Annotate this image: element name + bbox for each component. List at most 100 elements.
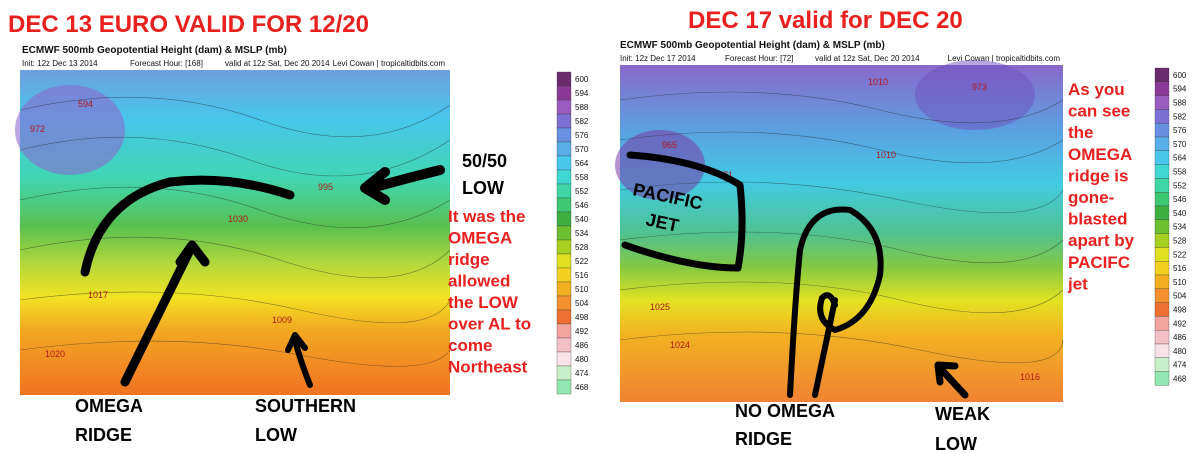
note-line: can see bbox=[1068, 102, 1130, 121]
panel-title: DEC 13 EURO VALID FOR 12/20 bbox=[8, 11, 369, 38]
colorbar-label: 600 bbox=[575, 75, 589, 84]
colorbar-label: 504 bbox=[1173, 292, 1187, 301]
pressure-label: 1010 bbox=[876, 150, 896, 160]
colorbar-label: 516 bbox=[575, 271, 589, 280]
contours bbox=[619, 91, 1064, 364]
colorbar-label: 564 bbox=[575, 159, 589, 168]
note-line: come bbox=[448, 336, 492, 355]
note-line: gone- bbox=[1068, 188, 1114, 207]
note-line: It was the bbox=[448, 207, 525, 226]
colorbar-swatch bbox=[1154, 178, 1170, 193]
pressure-label: 972 bbox=[30, 124, 45, 134]
colorbar-label: 594 bbox=[575, 89, 589, 98]
annotation: OMEGA bbox=[75, 396, 143, 416]
colorbar-label: 516 bbox=[1173, 264, 1187, 273]
colorbar-label: 546 bbox=[1173, 195, 1187, 204]
annotation: WEAK bbox=[935, 404, 990, 424]
colorbar-label: 588 bbox=[575, 103, 589, 112]
colorbar-swatch bbox=[1154, 81, 1170, 96]
colorbar-swatch bbox=[556, 323, 572, 339]
colorbar-swatch bbox=[1154, 288, 1170, 303]
colorbar-swatch bbox=[1154, 357, 1170, 372]
valid: valid at 12z Sat, Dec 20 2014 bbox=[815, 54, 920, 63]
ridge-circle bbox=[787, 206, 884, 398]
colorbar-label: 486 bbox=[1173, 333, 1187, 342]
note-line: apart by bbox=[1068, 231, 1135, 250]
colorbar-swatch bbox=[556, 169, 572, 185]
pressure-label: 973 bbox=[972, 82, 987, 92]
pressure-label: 594 bbox=[78, 99, 93, 109]
colorbar-label: 588 bbox=[1173, 99, 1187, 108]
colorbar-label: 492 bbox=[1173, 319, 1187, 328]
colorbar-swatch bbox=[556, 225, 572, 241]
annotation: LOW bbox=[255, 425, 297, 445]
colorbar-swatch bbox=[556, 309, 572, 325]
colorbar-label: 480 bbox=[1173, 347, 1187, 356]
map-title: ECMWF 500mb Geopotential Height (dam) & … bbox=[22, 45, 287, 56]
note-line: OMEGA bbox=[448, 229, 512, 248]
colorbar-label: 492 bbox=[575, 327, 589, 336]
colorbar-swatch bbox=[1154, 302, 1170, 317]
colorbar-label: 558 bbox=[1173, 168, 1187, 177]
pressure-label: 965 bbox=[662, 140, 677, 150]
colorbar-label: 510 bbox=[1173, 278, 1187, 287]
colorbar-swatch bbox=[1154, 95, 1170, 110]
panel-title: DEC 17 valid for DEC 20 bbox=[688, 7, 963, 34]
colorbar-label: 522 bbox=[1173, 250, 1187, 259]
colorbar-swatch bbox=[1154, 261, 1170, 276]
ridge-arrow bbox=[80, 175, 295, 387]
colorbar-label: 570 bbox=[1173, 140, 1187, 149]
colorbar-swatch bbox=[1154, 330, 1170, 345]
pressure-label: 1030 bbox=[228, 214, 248, 224]
colorbar-label: 498 bbox=[1173, 306, 1187, 315]
colorbar-label: 498 bbox=[575, 313, 589, 322]
init: Init: 12z Dec 17 2014 bbox=[620, 54, 696, 63]
note-line: OMEGA bbox=[1068, 145, 1132, 164]
colorbar-swatch bbox=[1154, 205, 1170, 220]
colorbar-label: 522 bbox=[575, 257, 589, 266]
colorbar-label: 540 bbox=[575, 215, 589, 224]
note-line: blasted bbox=[1068, 210, 1128, 229]
pressure-label: 1024 bbox=[670, 340, 690, 350]
colorbar-label: 528 bbox=[575, 243, 589, 252]
colorbar-swatch bbox=[556, 253, 572, 269]
annotation: LOW bbox=[462, 178, 504, 198]
colorbar-swatch bbox=[556, 197, 572, 213]
note-line: ridge bbox=[448, 250, 490, 269]
colorbar-label: 582 bbox=[575, 117, 589, 126]
annotation: LOW bbox=[935, 434, 977, 453]
annotation: 50/50 bbox=[462, 151, 507, 171]
colorbar-label: 582 bbox=[1173, 112, 1187, 121]
colorbar-swatch bbox=[1154, 164, 1170, 179]
valid: valid at 12z Sat, Dec 20 2014 bbox=[225, 59, 330, 68]
colorbar-swatch bbox=[556, 239, 572, 255]
colorbar-swatch bbox=[556, 379, 572, 395]
pressure-label: 1010 bbox=[868, 77, 888, 87]
low-arrow bbox=[285, 332, 313, 388]
colorbar-swatch bbox=[1154, 109, 1170, 124]
colorbar-swatch bbox=[556, 127, 572, 143]
note: As you can see the OMEGA ridge is gone-blaste… bbox=[1067, 80, 1135, 293]
left-panel: DEC 13 EURO VALID FOR 12/20 ECMWF 500mb … bbox=[8, 11, 589, 445]
colorbar-swatch bbox=[556, 113, 572, 129]
fifty-arrow bbox=[360, 165, 445, 205]
colorbar-label: 510 bbox=[575, 285, 589, 294]
forecast-hour: Forecast Hour: [72] bbox=[725, 54, 793, 63]
pressure-label: 1016 bbox=[1020, 372, 1040, 382]
colorbar-swatch bbox=[1154, 123, 1170, 138]
note-line: the bbox=[1068, 123, 1094, 142]
colorbar-swatch bbox=[556, 183, 572, 199]
note-line: jet bbox=[1067, 274, 1088, 293]
low-arrow bbox=[934, 361, 969, 399]
note: It was the OMEGA ridge allowed the LOW over A… bbox=[448, 207, 531, 377]
colorbar-label: 474 bbox=[1173, 361, 1187, 370]
note-line: allowed bbox=[448, 272, 510, 291]
annotation: NO OMEGA bbox=[735, 401, 835, 421]
colorbar-swatch bbox=[1154, 136, 1170, 151]
colorbar-label: 468 bbox=[575, 383, 589, 392]
colorbar-label: 576 bbox=[575, 131, 589, 140]
map-title: ECMWF 500mb Geopotential Height (dam) & … bbox=[620, 40, 885, 51]
low-area bbox=[915, 60, 1035, 130]
note-line: ridge is bbox=[1068, 166, 1128, 185]
colorbar: 600 594 588 582 576 570 564 558 552 546 540 534 528 5… bbox=[556, 71, 589, 395]
